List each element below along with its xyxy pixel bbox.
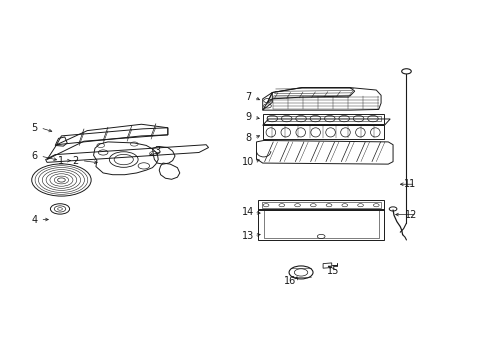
Text: 5: 5 — [31, 123, 38, 133]
Text: 9: 9 — [245, 112, 251, 122]
Text: 12: 12 — [404, 210, 417, 220]
Text: 10: 10 — [242, 157, 254, 167]
Text: 4: 4 — [31, 215, 38, 225]
Text: 6: 6 — [31, 151, 38, 161]
Text: 16: 16 — [284, 275, 296, 285]
Text: 15: 15 — [326, 266, 339, 276]
Text: 11: 11 — [403, 179, 415, 189]
Text: 8: 8 — [245, 133, 251, 143]
Text: 3: 3 — [154, 146, 160, 156]
Text: 14: 14 — [242, 207, 254, 217]
Text: 1: 1 — [58, 156, 64, 166]
Text: 7: 7 — [244, 92, 251, 102]
Text: 13: 13 — [242, 231, 254, 241]
Text: 2: 2 — [73, 156, 79, 166]
